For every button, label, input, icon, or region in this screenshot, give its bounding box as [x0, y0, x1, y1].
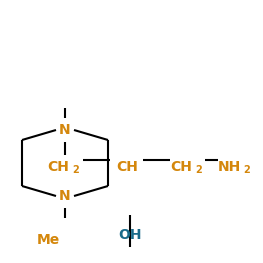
Text: 2: 2: [73, 165, 79, 175]
Text: CH: CH: [170, 160, 192, 174]
Text: NH: NH: [218, 160, 241, 174]
Text: OH: OH: [118, 228, 142, 242]
Text: 2: 2: [244, 165, 250, 175]
Text: N: N: [59, 123, 71, 137]
Text: Me: Me: [36, 233, 60, 247]
Text: CH: CH: [47, 160, 69, 174]
Text: CH: CH: [116, 160, 138, 174]
Text: N: N: [59, 189, 71, 203]
Text: 2: 2: [196, 165, 202, 175]
